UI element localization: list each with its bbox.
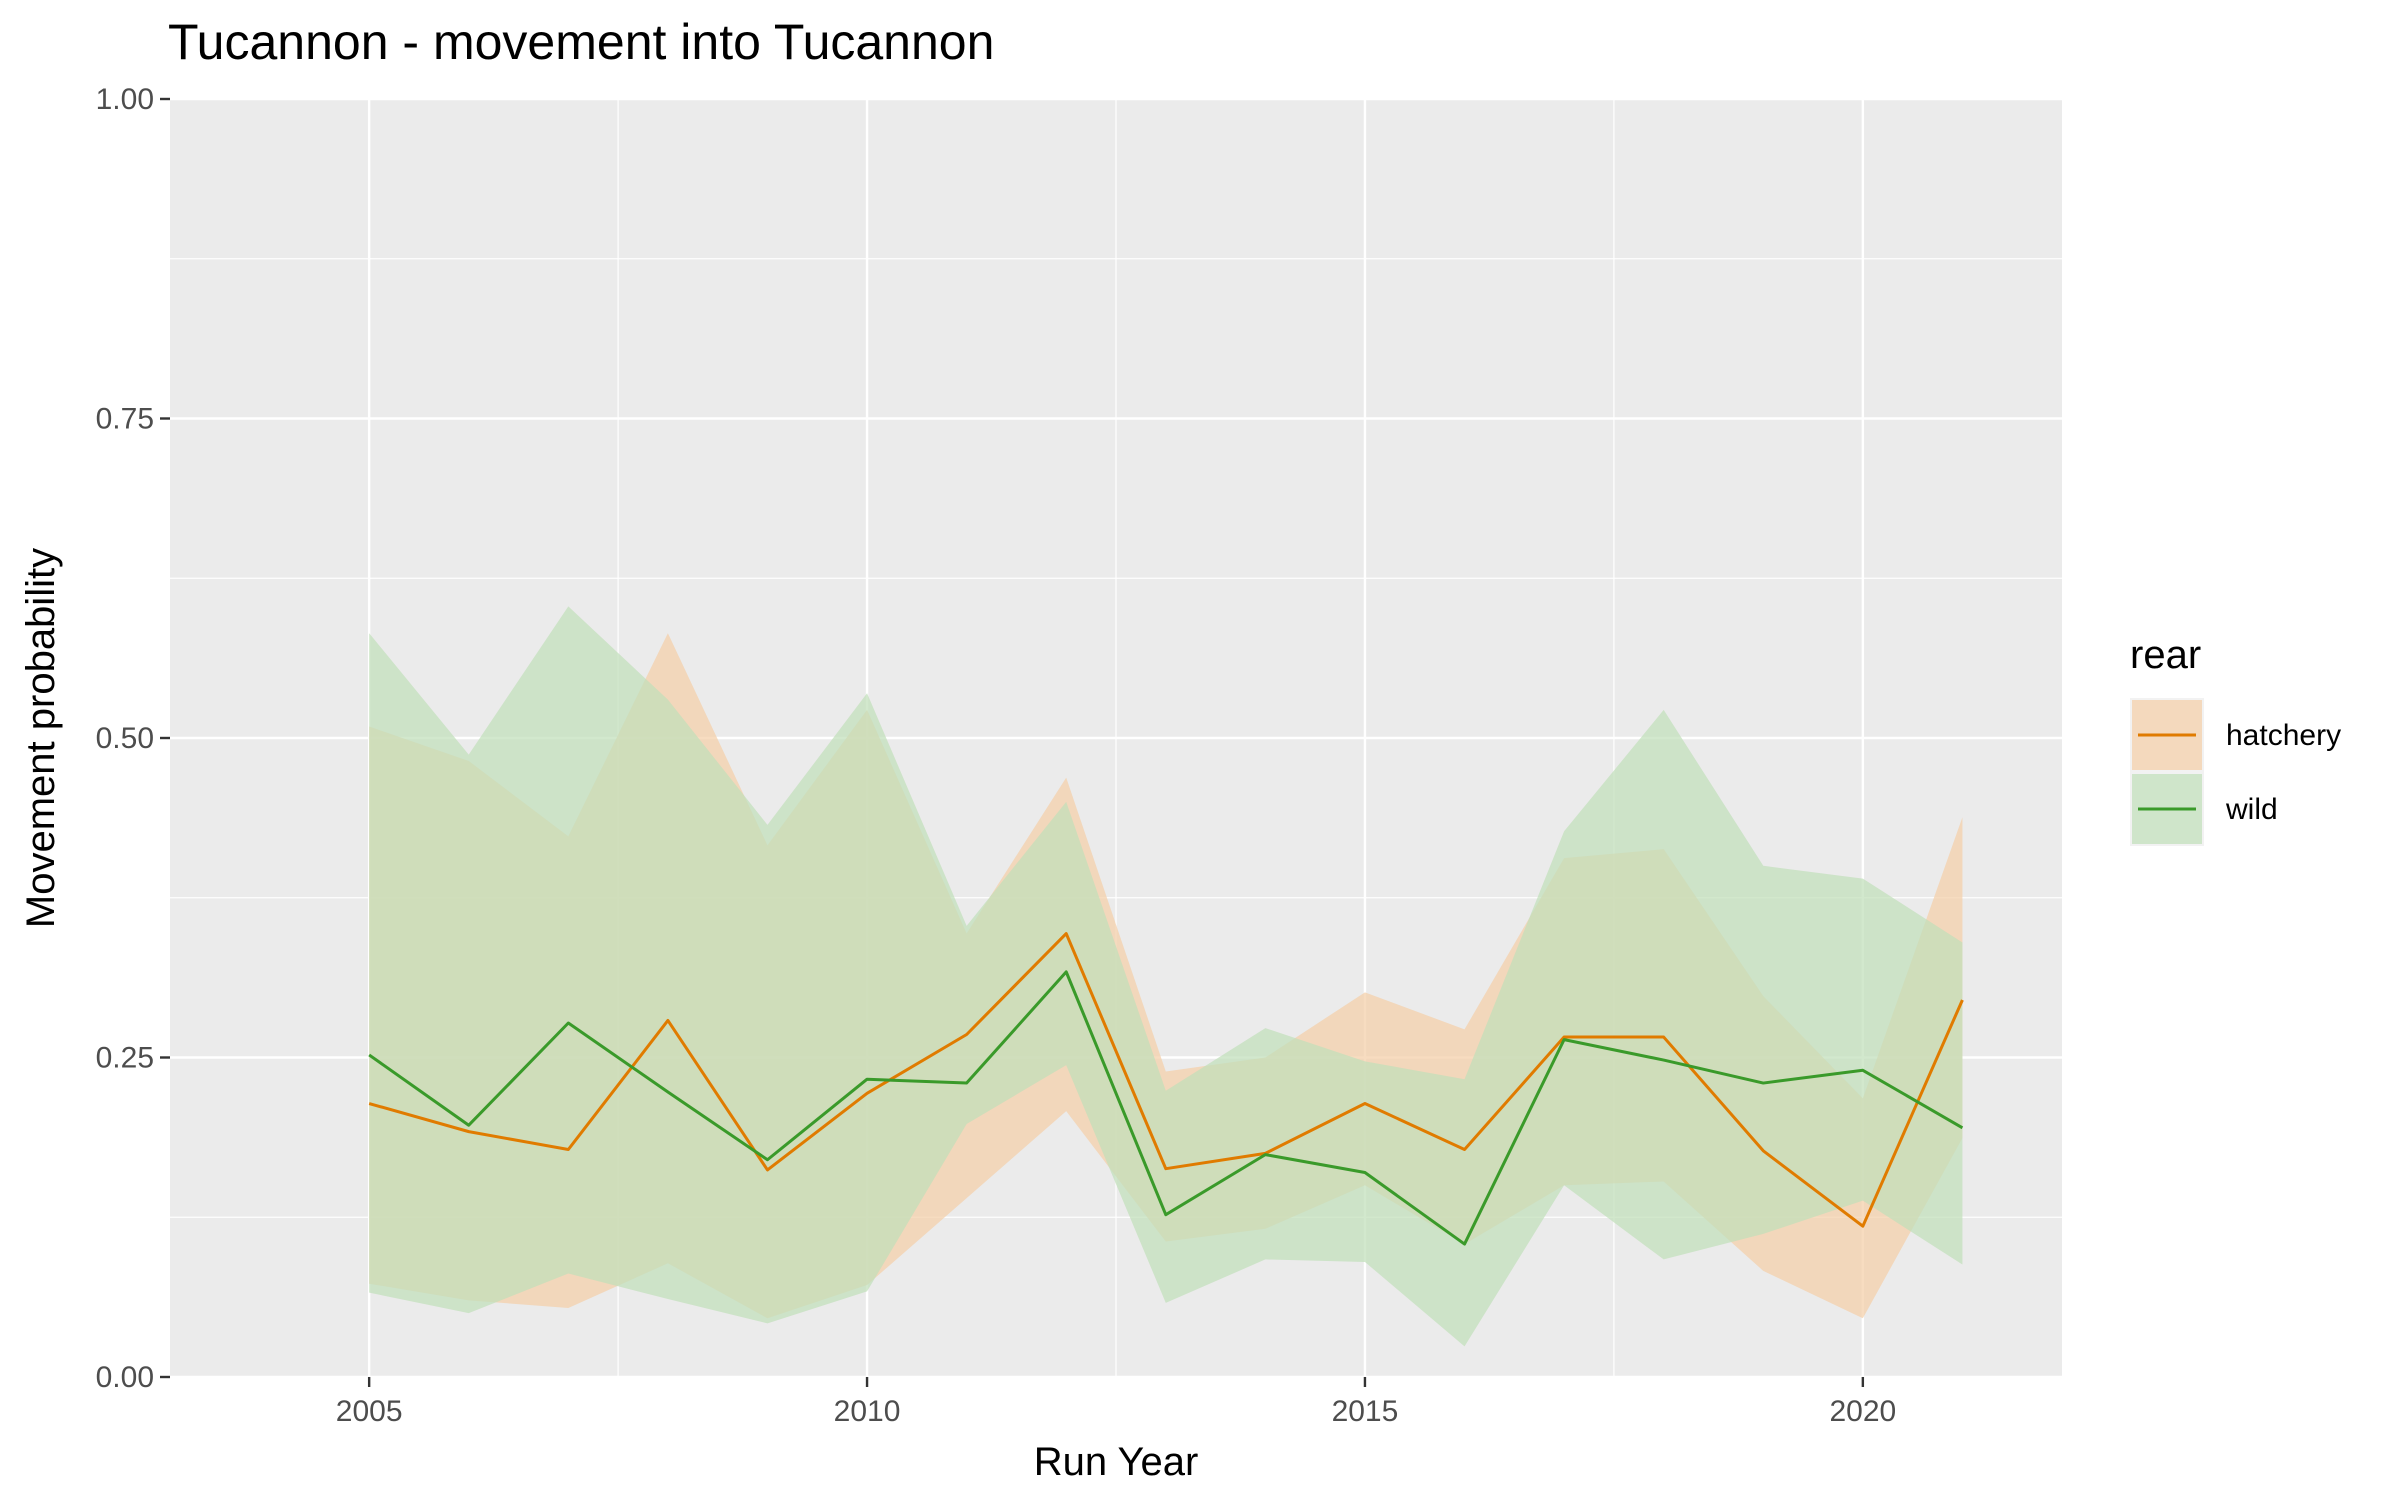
series-line-wild [368, 970, 1964, 1246]
legend-label-hatchery: hatchery [2226, 719, 2341, 752]
x-tick-label: 2015 [1332, 1395, 1399, 1428]
x-axis-title: Run Year [1034, 1440, 1199, 1484]
y-axis-title: Movement probability [19, 548, 63, 928]
y-tick-label: 0.50 [96, 722, 154, 755]
legend-title: rear [2130, 633, 2201, 677]
y-tick-label: 1.00 [96, 83, 154, 116]
legend: rear hatchery wild [2130, 633, 2341, 846]
legend-keys: hatchery wild [2130, 698, 2341, 846]
series-line-hatchery [368, 932, 1964, 1228]
x-tick-label: 2005 [336, 1395, 403, 1428]
y-axis: 0.00 0.25 0.50 0.75 1.00 [96, 83, 170, 1394]
y-tick-label: 0.00 [96, 1361, 154, 1394]
x-axis: 2005 2010 2015 2020 [336, 1377, 1896, 1428]
y-tick-label: 0.25 [96, 1042, 154, 1075]
chart-title: Tucannon - movement into Tucannon [168, 14, 994, 70]
series-lines [368, 932, 1964, 1246]
ribbons [369, 606, 1963, 1347]
y-tick-label: 0.75 [96, 403, 154, 436]
x-tick-label: 2010 [834, 1395, 901, 1428]
ribbon-wild [369, 606, 1963, 1347]
legend-label-wild: wild [2225, 793, 2278, 826]
x-tick-label: 2020 [1829, 1395, 1896, 1428]
